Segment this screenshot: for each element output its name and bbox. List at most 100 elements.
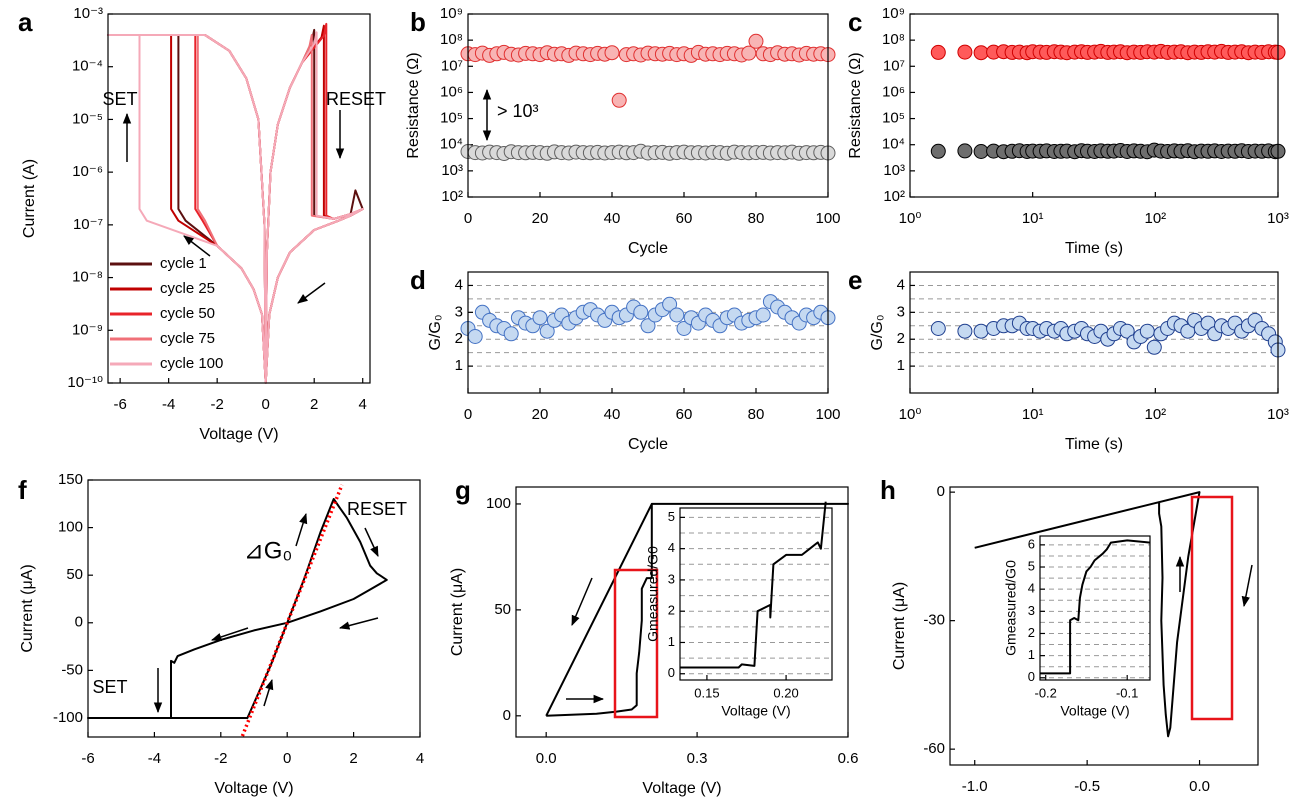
- x-axis-label: Cycle: [628, 436, 668, 453]
- x-tick-label: 80: [748, 210, 765, 227]
- y-tick-label: 1: [668, 634, 675, 649]
- y-axis-label: Current (μA): [449, 568, 466, 656]
- y-tick-label: 50: [66, 566, 83, 583]
- data-point: [467, 329, 483, 344]
- data-line: [87, 498, 388, 719]
- x-tick-label: 10⁰: [899, 210, 922, 227]
- x-tick-label: 0.6: [838, 750, 859, 767]
- y-tick-label: -100: [53, 709, 83, 726]
- y-tick-label: 150: [58, 471, 83, 488]
- data-line: [240, 484, 344, 737]
- data-point: [973, 45, 989, 61]
- x-tick-label: 80: [748, 406, 765, 423]
- arrow: [1241, 564, 1253, 608]
- y-tick-label: 100: [486, 495, 511, 512]
- data-point: [503, 326, 519, 342]
- y-tick-label: 100: [58, 519, 83, 536]
- y-tick-label: 10⁶: [882, 83, 905, 100]
- y-tick-label: 10³: [883, 162, 905, 179]
- y-axis-label: G/G₀: [427, 315, 444, 351]
- data-point: [611, 92, 627, 108]
- legend-label: cycle 75: [160, 330, 215, 347]
- y-tick-label: 10⁻⁹: [72, 321, 103, 338]
- arrow: [571, 577, 593, 626]
- x-tick-label: 0.3: [687, 750, 708, 767]
- y-tick-label: 2: [668, 603, 675, 618]
- data-line: [107, 31, 364, 384]
- x-axis-label: Voltage (V): [642, 780, 721, 797]
- plot-frame: [949, 486, 1259, 766]
- y-tick-label: 10⁻⁷: [73, 216, 103, 233]
- x-tick-label: 0: [283, 750, 291, 767]
- data-point: [1139, 323, 1155, 339]
- data-line: [1040, 539, 1151, 675]
- y-tick-label: 10⁻³: [73, 5, 103, 22]
- x-axis-label: Voltage (V): [1060, 703, 1129, 719]
- y-tick-label: 0: [75, 614, 83, 631]
- data-line: [545, 502, 849, 717]
- x-tick-label: 100: [815, 406, 840, 423]
- y-tick-label: 4: [897, 276, 905, 293]
- inset-background: [1040, 536, 1150, 680]
- highlight-box: [1190, 495, 1234, 721]
- highlight-box: [613, 568, 659, 719]
- data-point: [755, 307, 771, 323]
- x-tick-label: 10³: [1267, 406, 1289, 423]
- y-tick-label: -60: [923, 740, 945, 757]
- legend-label: cycle 50: [160, 305, 215, 322]
- data-point: [662, 296, 678, 312]
- x-tick-label: 20: [532, 406, 549, 423]
- x-tick-label: -4: [162, 396, 175, 413]
- y-tick-label: 10⁴: [882, 136, 905, 153]
- x-tick-label: 2: [349, 750, 357, 767]
- x-axis-label: Time (s): [1065, 436, 1123, 453]
- y-axis-label: G/G₀: [869, 315, 886, 351]
- x-tick-label: -2: [210, 396, 223, 413]
- y-tick-label: 0: [937, 483, 945, 500]
- x-tick-label: 0.0: [536, 750, 557, 767]
- x-tick-label: 10¹: [1022, 210, 1044, 227]
- y-tick-label: 10³: [441, 162, 463, 179]
- y-tick-label: 1: [455, 357, 463, 374]
- y-tick-label: 10²: [883, 188, 905, 205]
- y-tick-label: 1: [1028, 647, 1035, 662]
- annotation: RESET: [347, 499, 407, 519]
- y-tick-label: 10⁸: [882, 31, 905, 48]
- y-tick-label: 4: [455, 276, 463, 293]
- y-tick-label: 10⁷: [883, 57, 905, 74]
- plot-frame: [87, 479, 421, 738]
- x-tick-label: 60: [676, 406, 693, 423]
- plot-frame: [467, 271, 829, 394]
- y-tick-label: 2: [1028, 625, 1035, 640]
- y-tick-label: 2: [897, 330, 905, 347]
- plot-frame: [1039, 535, 1151, 681]
- y-tick-label: 10⁻⁶: [72, 163, 103, 180]
- y-tick-label: 50: [494, 601, 511, 618]
- y-tick-label: 10⁵: [882, 110, 905, 127]
- plot-frame: [679, 507, 833, 681]
- x-tick-label: -0.5: [1074, 778, 1100, 795]
- x-axis-label: Time (s): [1065, 240, 1123, 257]
- data-point: [930, 44, 946, 60]
- x-axis-label: Cycle: [628, 240, 668, 257]
- panel-label: b: [410, 7, 426, 37]
- y-tick-label: 10²: [441, 188, 463, 205]
- y-tick-label: 1: [897, 357, 905, 374]
- y-tick-label: 5: [668, 509, 675, 524]
- x-tick-label: 0.20: [773, 685, 798, 700]
- legend-label: cycle 25: [160, 280, 215, 297]
- arrow: [338, 617, 379, 630]
- data-point: [633, 304, 649, 320]
- x-tick-label: 60: [676, 210, 693, 227]
- panel-label: d: [410, 265, 426, 295]
- x-tick-label: 10²: [1144, 210, 1166, 227]
- panel-label: c: [848, 7, 862, 37]
- data-point: [539, 323, 555, 339]
- y-tick-label: 0: [503, 707, 511, 724]
- annotation: RESET: [326, 89, 386, 109]
- data-point: [973, 144, 989, 159]
- data-line: [107, 24, 364, 384]
- data-point: [669, 307, 685, 323]
